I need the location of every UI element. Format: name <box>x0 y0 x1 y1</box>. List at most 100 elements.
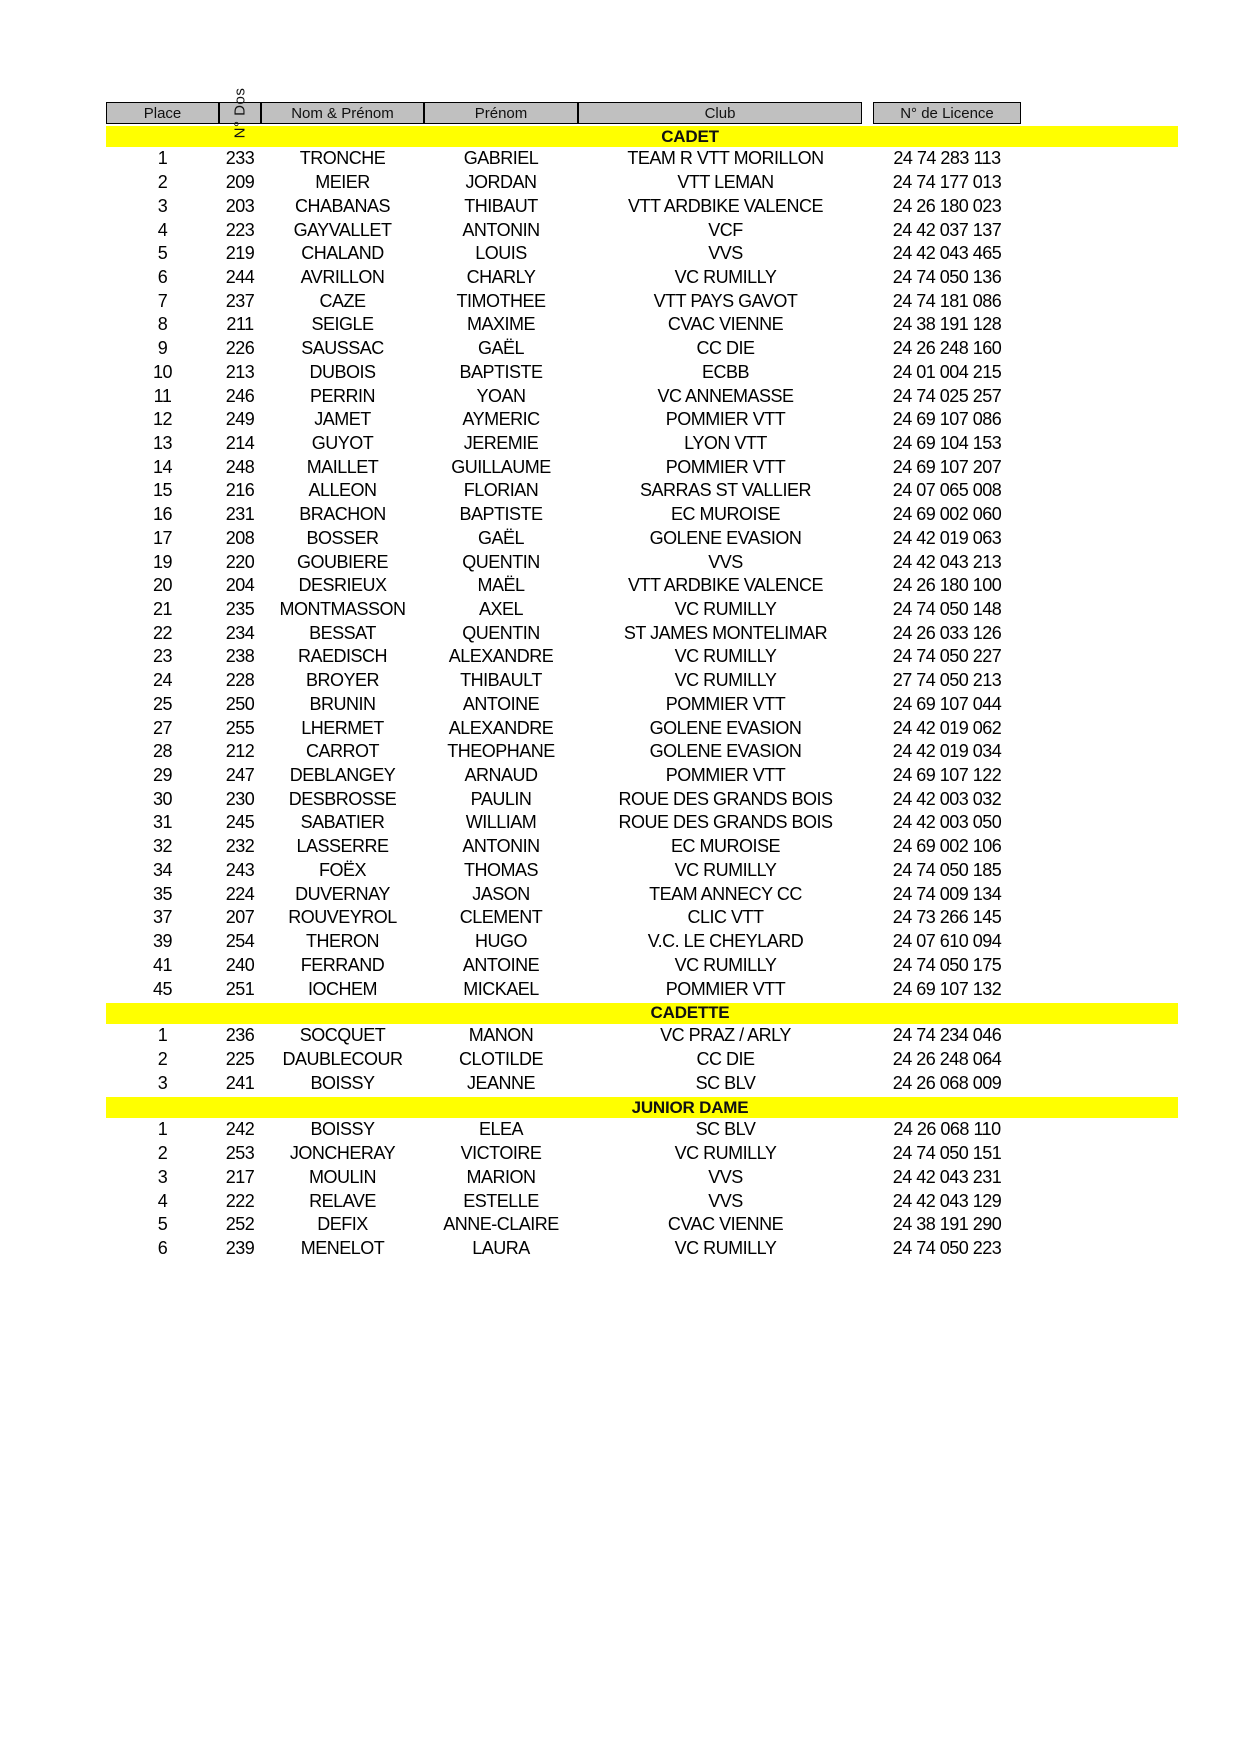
cell-place: 25 <box>152 693 173 714</box>
cell-licence: 24 42 003 050 <box>892 812 1002 833</box>
cell-club: VC RUMILLY <box>674 599 777 620</box>
cell-licence: 24 26 180 100 <box>892 575 1002 596</box>
cell-dos: 212 <box>225 741 255 762</box>
col-header-nom: Nom & Prénom <box>261 102 424 124</box>
cell-nom: RAEDISCH <box>297 646 388 667</box>
cell-club: VVS <box>708 243 743 264</box>
section: CADET 1 233 TRONCHE GABRIEL TEAM R VTT M… <box>106 126 1178 1001</box>
table-header: Place Nom & Prénom Prénom Club N° de Lic… <box>106 102 1178 124</box>
cell-licence: 24 74 283 113 <box>893 148 1001 169</box>
cell-place: 8 <box>157 314 168 335</box>
cell-prenom: FLORIAN <box>463 480 539 501</box>
cell-dos: 244 <box>225 266 255 287</box>
cell-place: 19 <box>152 551 173 572</box>
table-row: 6 239 MENELOT LAURA VC RUMILLY 24 74 050… <box>106 1237 1178 1261</box>
cell-place: 21 <box>152 599 173 620</box>
table-row: 45 251 IOCHEM MICKAEL POMMIER VTT 24 69 … <box>106 977 1178 1001</box>
cell-dos: 253 <box>225 1143 255 1164</box>
cell-place: 39 <box>152 931 173 952</box>
cell-club: CC DIE <box>696 338 755 359</box>
cell-nom: DEBLANGEY <box>289 765 396 786</box>
cell-licence: 24 74 234 046 <box>892 1025 1002 1046</box>
cell-prenom: CLEMENT <box>459 907 543 928</box>
cell-club: ROUE DES GRANDS BOIS <box>618 788 833 809</box>
cell-licence: 24 42 003 032 <box>892 788 1002 809</box>
cell-place: 32 <box>152 836 173 857</box>
cell-place: 3 <box>157 195 168 216</box>
cell-prenom: JORDAN <box>465 172 537 193</box>
cell-dos: 220 <box>225 551 255 572</box>
cell-club: VC RUMILLY <box>674 670 777 691</box>
cell-club: POMMIER VTT <box>665 765 786 786</box>
cell-dos: 238 <box>225 646 255 667</box>
cell-place: 9 <box>157 338 168 359</box>
cell-club: EC MUROISE <box>670 504 781 525</box>
cell-prenom: TIMOTHEE <box>456 290 547 311</box>
cell-club: CLIC VTT <box>687 907 764 928</box>
table-row: 3 203 CHABANAS THIBAUT VTT ARDBIKE VALEN… <box>106 194 1178 218</box>
cell-licence: 24 69 107 086 <box>892 409 1002 430</box>
cell-dos: 245 <box>225 812 255 833</box>
table-row: 2 209 MEIER JORDAN VTT LEMAN 24 74 177 0… <box>106 171 1178 195</box>
cell-nom: BOSSER <box>306 527 379 548</box>
table-row: 15 216 ALLEON FLORIAN SARRAS ST VALLIER … <box>106 479 1178 503</box>
cell-club: SARRAS ST VALLIER <box>640 480 811 501</box>
cell-dos: 246 <box>225 385 255 406</box>
cell-place: 6 <box>157 1237 168 1258</box>
cell-dos: 219 <box>225 243 255 264</box>
cell-licence: 24 26 248 064 <box>892 1048 1002 1069</box>
cell-club: VC ANNEMASSE <box>657 385 794 406</box>
cell-place: 1 <box>157 1025 168 1046</box>
cell-nom: BRACHON <box>299 504 386 525</box>
cell-prenom: THOMAS <box>463 859 539 880</box>
cell-place: 22 <box>152 622 173 643</box>
table-row: 23 238 RAEDISCH ALEXANDRE VC RUMILLY 24 … <box>106 645 1178 669</box>
table-row: 13 214 GUYOT JEREMIE LYON VTT 24 69 104 … <box>106 432 1178 456</box>
cell-nom: JAMET <box>314 409 371 430</box>
cell-place: 11 <box>153 385 172 406</box>
cell-dos: 203 <box>225 195 255 216</box>
cell-dos: 241 <box>225 1072 255 1093</box>
section-header: CADET <box>106 126 1178 147</box>
cell-place: 20 <box>152 575 173 596</box>
cell-nom: THERON <box>306 931 380 952</box>
table-row: 29 247 DEBLANGEY ARNAUD POMMIER VTT 24 6… <box>106 764 1178 788</box>
cell-prenom: MAXIME <box>466 314 536 335</box>
cell-place: 10 <box>152 361 173 382</box>
cell-place: 41 <box>152 954 173 975</box>
cell-place: 3 <box>157 1166 168 1187</box>
cell-licence: 24 74 050 175 <box>892 954 1002 975</box>
section-rows: 1 233 TRONCHE GABRIEL TEAM R VTT MORILLO… <box>106 147 1178 1001</box>
table-row: 1 233 TRONCHE GABRIEL TEAM R VTT MORILLO… <box>106 147 1178 171</box>
cell-dos: 223 <box>225 219 255 240</box>
col-header-place: Place <box>106 102 219 124</box>
table-row: 32 232 LASSERRE ANTONIN EC MUROISE 24 69… <box>106 835 1178 859</box>
table-row: 24 228 BROYER THIBAULT VC RUMILLY 27 74 … <box>106 669 1178 693</box>
table-row: 7 237 CAZE TIMOTHEE VTT PAYS GAVOT 24 74… <box>106 289 1178 313</box>
cell-prenom: GABRIEL <box>463 148 539 169</box>
cell-club: VC RUMILLY <box>674 954 777 975</box>
cell-place: 4 <box>157 1190 168 1211</box>
cell-club: GOLENE EVASION <box>649 741 802 762</box>
cell-club: SC BLV <box>695 1072 756 1093</box>
cell-licence: 24 69 107 044 <box>892 693 1002 714</box>
cell-dos: 211 <box>226 314 254 335</box>
cell-place: 6 <box>157 266 168 287</box>
cell-place: 4 <box>157 219 168 240</box>
table-row: 41 240 FERRAND ANTOINE VC RUMILLY 24 74 … <box>106 953 1178 977</box>
cell-licence: 24 69 104 153 <box>892 432 1002 453</box>
cell-licence: 24 42 043 129 <box>892 1190 1002 1211</box>
cell-place: 5 <box>157 1214 168 1235</box>
cell-club: VC RUMILLY <box>674 1143 777 1164</box>
table-row: 9 226 SAUSSAC GAËL CC DIE 24 26 248 160 <box>106 337 1178 361</box>
cell-club: VC RUMILLY <box>674 646 777 667</box>
cell-prenom: GUILLAUME <box>451 456 551 477</box>
cell-dos: 248 <box>225 456 255 477</box>
cell-club: POMMIER VTT <box>665 693 786 714</box>
cell-nom: AVRILLON <box>300 266 385 287</box>
table-row: 3 241 BOISSY JEANNE SC BLV 24 26 068 009 <box>106 1071 1178 1095</box>
cell-prenom: VICTOIRE <box>460 1143 542 1164</box>
cell-licence: 24 69 002 106 <box>892 836 1002 857</box>
cell-licence: 24 38 191 290 <box>892 1214 1002 1235</box>
